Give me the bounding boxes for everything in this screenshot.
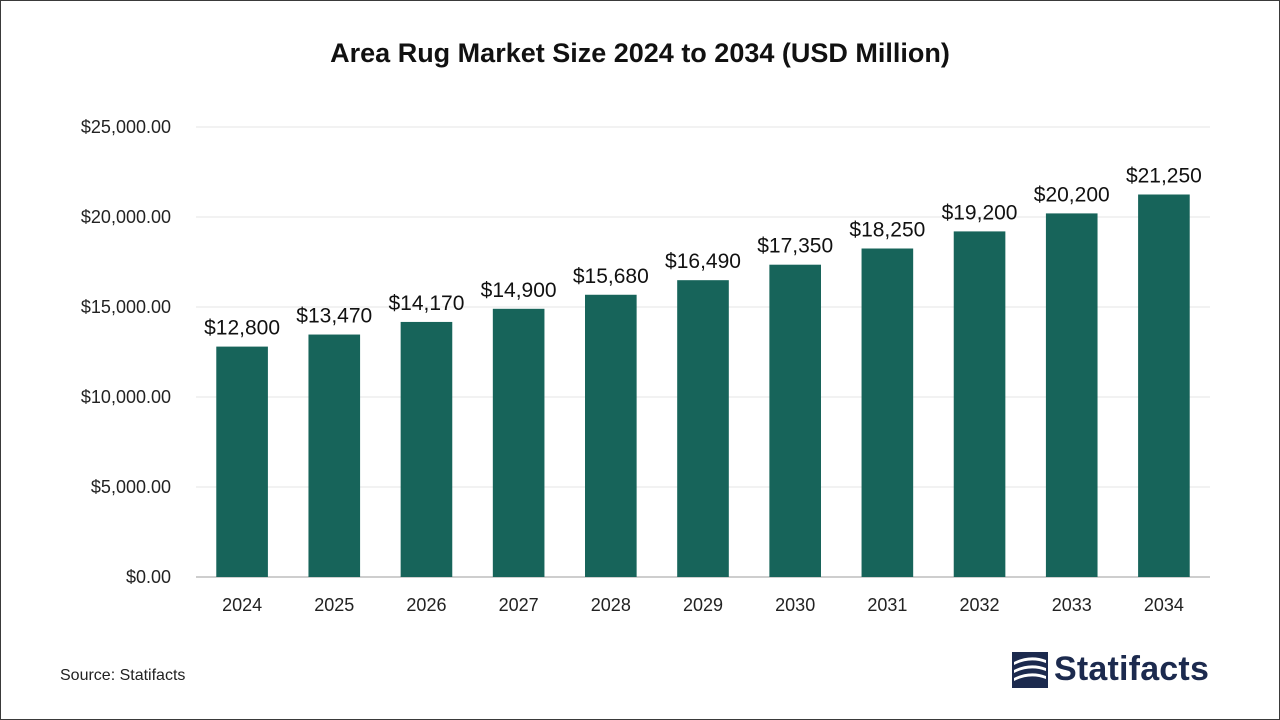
x-tick-label: 2033 [1052,595,1092,615]
bar [400,321,453,577]
source-note: Source: Statifacts [60,667,186,684]
x-tick-label: 2026 [406,595,446,615]
bar [861,248,914,577]
bar [1045,213,1098,577]
data-label: $14,170 [388,292,464,315]
x-tick-label: 2027 [499,595,539,615]
bar [953,231,1006,577]
chart-title: Area Rug Market Size 2024 to 2034 (USD M… [330,38,950,68]
data-label: $15,680 [573,265,649,288]
x-tick-label: 2031 [867,595,907,615]
statifacts-logo: Statifacts [1012,650,1209,689]
y-tick-label: $0.00 [126,567,171,587]
bar [677,280,729,577]
statifacts-logo-text: Statifacts [1054,650,1210,688]
x-tick-label: 2028 [591,595,631,615]
x-tick-label: 2025 [314,595,354,615]
data-label: $17,350 [757,235,833,258]
y-tick-label: $25,000.00 [81,117,171,137]
data-label: $21,250 [1126,165,1202,188]
bar [769,264,821,577]
bar [585,294,637,577]
x-tick-label: 2030 [775,595,815,615]
x-tick-label: 2032 [960,595,1000,615]
y-tick-label: $5,000.00 [91,477,171,497]
data-label: $12,800 [204,317,280,340]
y-tick-label: $15,000.00 [81,297,171,317]
data-label: $13,470 [296,305,372,328]
bar [492,308,545,577]
x-tick-label: 2029 [683,595,723,615]
statifacts-logo-icon [1012,651,1048,688]
x-tick-label: 2024 [222,595,262,615]
y-tick-label: $20,000.00 [81,207,171,227]
data-label: $20,200 [1034,183,1110,206]
bar [308,334,361,577]
data-label: $18,250 [849,219,925,242]
data-label: $14,900 [481,279,557,302]
data-label: $19,200 [942,201,1018,224]
bar [1138,194,1190,577]
bar [216,346,268,577]
y-tick-label: $10,000.00 [81,387,171,407]
x-tick-label: 2034 [1144,595,1184,615]
data-label: $16,490 [665,250,741,273]
